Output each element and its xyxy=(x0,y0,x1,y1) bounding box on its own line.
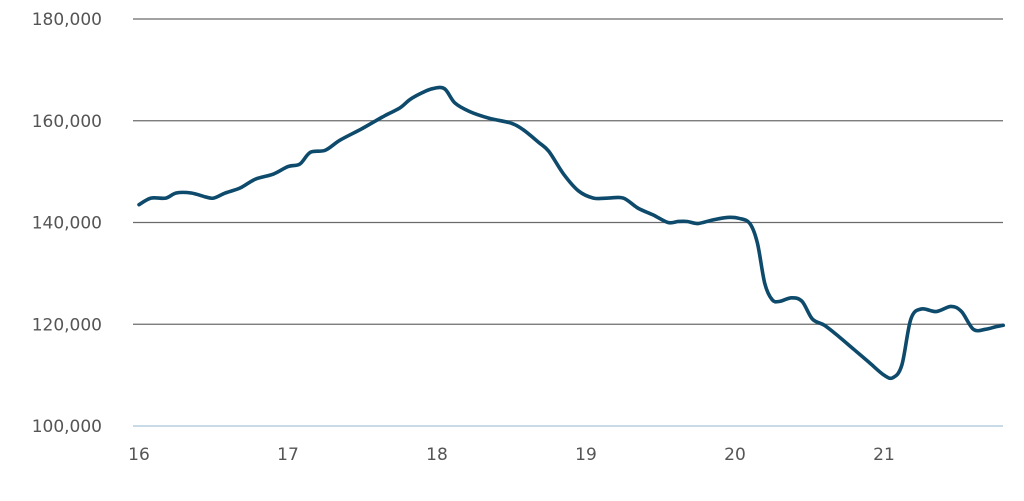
x-axis: 16 17 18 19 20 21 xyxy=(128,445,895,465)
grid-lines xyxy=(133,18,1003,427)
y-tick-label: 180,000 xyxy=(32,10,102,30)
x-tick-label: 17 xyxy=(277,445,299,465)
y-tick-label: 140,000 xyxy=(32,214,102,234)
x-tick-label: 20 xyxy=(724,445,746,465)
x-tick-label: 16 xyxy=(128,445,150,465)
y-tick-label: 160,000 xyxy=(32,112,102,132)
x-tick-label: 18 xyxy=(426,445,448,465)
series-line xyxy=(137,85,1005,381)
y-tick-label: 100,000 xyxy=(32,417,102,437)
y-tick-label: 120,000 xyxy=(32,315,102,335)
y-axis: 100,000 120,000 140,000 160,000 180,000 xyxy=(32,10,102,437)
x-tick-label: 19 xyxy=(575,445,597,465)
x-tick-label: 21 xyxy=(873,445,895,465)
series-layer xyxy=(137,85,1005,381)
